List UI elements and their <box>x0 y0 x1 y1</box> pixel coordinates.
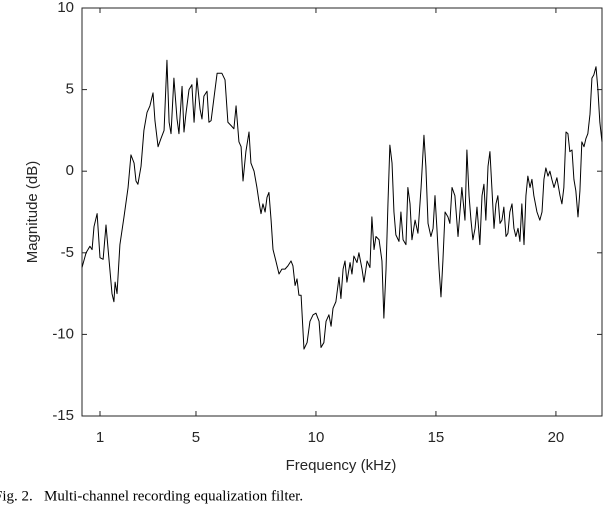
x-tick-label: 15 <box>428 429 445 446</box>
y-tick-label: 0 <box>66 162 74 179</box>
x-tick-label: 20 <box>548 429 565 446</box>
plot-frame <box>81 7 603 417</box>
x-tick-label: 5 <box>192 429 200 446</box>
x-tick-label: 10 <box>308 429 325 446</box>
y-tick-label: 10 <box>57 0 74 16</box>
x-tick-label: 1 <box>96 429 104 446</box>
x-axis-label: Frequency (kHz) <box>286 457 397 474</box>
y-tick-label: -10 <box>52 325 74 342</box>
y-axis-label: Magnitude (dB) <box>24 161 41 264</box>
data-line <box>81 59 603 350</box>
y-tick-label: 5 <box>66 81 74 98</box>
y-tick-label: -15 <box>52 407 74 424</box>
y-tick-label: -5 <box>61 244 74 261</box>
caption: Fig. 2. Multi-channel recording equaliza… <box>0 488 303 504</box>
